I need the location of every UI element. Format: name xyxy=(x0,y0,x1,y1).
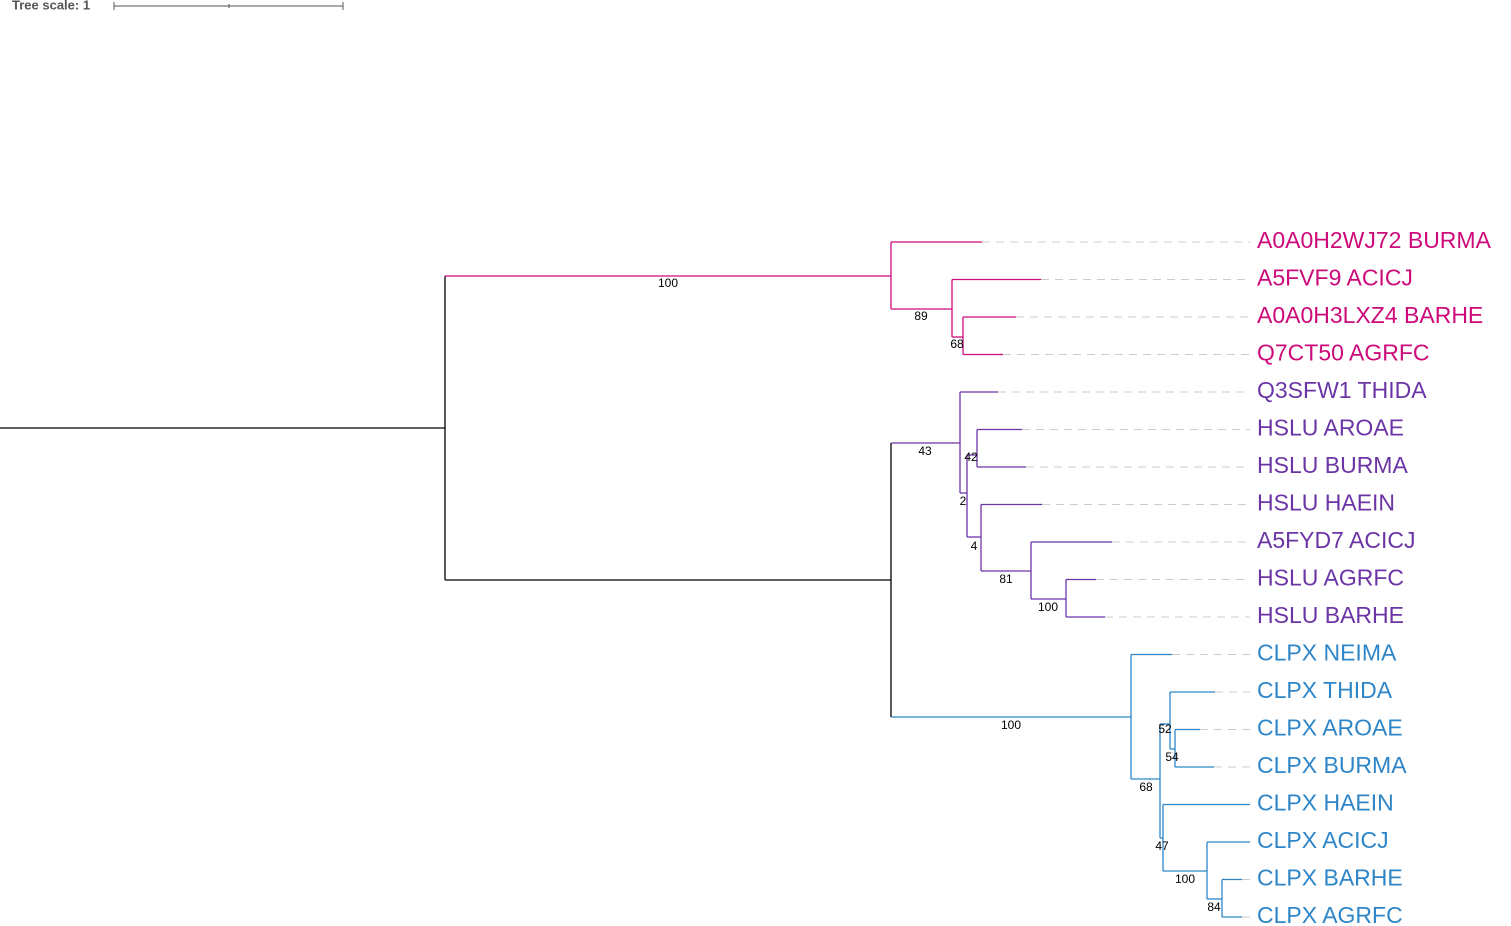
support-value: 4 xyxy=(971,539,978,553)
support-value: 89 xyxy=(914,309,928,323)
leaf-label: A0A0H2WJ72 BURMA xyxy=(1257,227,1492,253)
leaf-label: CLPX AGRFC xyxy=(1257,902,1403,926)
leaf-label: HSLU BURMA xyxy=(1257,452,1408,478)
leaf-label: HSLU BARHE xyxy=(1257,602,1404,628)
leaf-label: CLPX NEIMA xyxy=(1257,640,1397,666)
support-value: 81 xyxy=(999,572,1013,586)
leaf-label: CLPX THIDA xyxy=(1257,677,1393,703)
support-value: 100 xyxy=(1175,872,1195,886)
leaf-label: CLPX ACICJ xyxy=(1257,827,1389,853)
support-value: 84 xyxy=(1207,900,1221,914)
support-value: 100 xyxy=(1001,718,1021,732)
support-value: 68 xyxy=(950,337,964,351)
leaf-label: A0A0H3LXZ4 BARHE xyxy=(1257,302,1483,328)
leaf-label: CLPX AROAE xyxy=(1257,715,1403,741)
leaf-label: A5FYD7 ACICJ xyxy=(1257,527,1416,553)
support-value: 43 xyxy=(918,444,932,458)
leaf-label: CLPX HAEIN xyxy=(1257,790,1394,816)
leaf-label: HSLU AGRFC xyxy=(1257,565,1404,591)
leaf-label: Q7CT50 AGRFC xyxy=(1257,340,1430,366)
leaf-label: CLPX BURMA xyxy=(1257,752,1407,778)
leaf-label: Q3SFW1 THIDA xyxy=(1257,377,1427,403)
scale-bar xyxy=(113,2,344,10)
leaf-label: A5FVF9 ACICJ xyxy=(1257,265,1413,291)
support-value: 100 xyxy=(1038,600,1058,614)
support-value: 100 xyxy=(658,276,678,290)
support-value: 52 xyxy=(1158,722,1172,736)
leaf-label: HSLU HAEIN xyxy=(1257,490,1395,516)
support-value: 47 xyxy=(1155,839,1169,853)
support-value: 42 xyxy=(964,450,978,464)
leaf-label: HSLU AROAE xyxy=(1257,415,1404,441)
scale-label: Tree scale: 1 xyxy=(12,0,90,12)
support-value: 68 xyxy=(1139,780,1153,794)
support-value: 2 xyxy=(960,494,967,508)
leaf-label: CLPX BARHE xyxy=(1257,865,1403,891)
support-value: 54 xyxy=(1165,750,1179,764)
